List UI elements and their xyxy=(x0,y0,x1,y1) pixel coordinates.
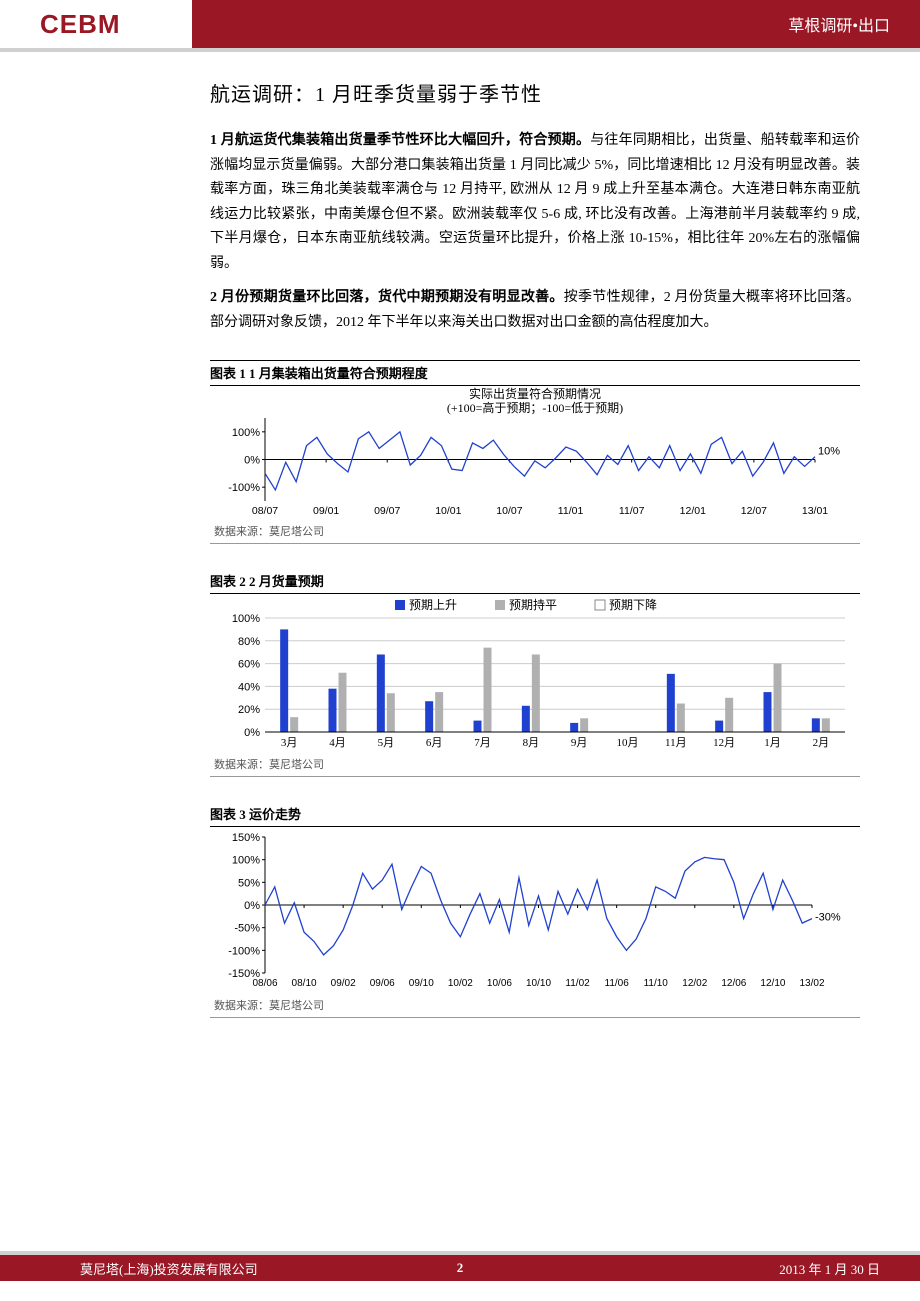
chart3-title-wrap: 图表 3 运价走势 xyxy=(210,802,860,827)
top-bar: CEBM 草根调研•出口 xyxy=(0,0,920,48)
chart3-source: 数据来源：莫尼塔公司 xyxy=(210,995,860,1013)
footer: 莫尼塔(上海)投资发展有限公司 2 2013 年 1 月 30 日 xyxy=(0,1255,920,1281)
footer-left: 莫尼塔(上海)投资发展有限公司 xyxy=(80,1259,258,1278)
logo-box: CEBM xyxy=(0,0,198,48)
paragraph: 1 月航运货代集装箱出货量季节性环比大幅回升，符合预期。与往年同期相比，出货量、… xyxy=(210,129,860,276)
page-title: 航运调研：1 月旺季货量弱于季节性 xyxy=(210,78,860,107)
chart3-title: 图表 3 运价走势 xyxy=(210,807,301,822)
chart1-canvas xyxy=(210,386,860,521)
chart1-source: 数据来源：莫尼塔公司 xyxy=(210,521,860,539)
chart2-title-wrap: 图表 2 2 月货量预期 xyxy=(210,569,860,594)
paragraph: 2 月份预期货量环比回落，货代中期预期没有明显改善。按季节性规律，2 月份货量大… xyxy=(210,286,860,335)
footer-page: 2 xyxy=(457,1260,464,1276)
chart2-box: 数据来源：莫尼塔公司 xyxy=(210,594,860,777)
content: 航运调研：1 月旺季货量弱于季节性 1 月航运货代集装箱出货量季节性环比大幅回升… xyxy=(0,48,920,1018)
gray-underline xyxy=(0,48,920,52)
chart1-title: 图表 1 1 月集装箱出货量符合预期程度 xyxy=(210,366,428,381)
chart2-canvas xyxy=(210,594,860,754)
chart1-title-wrap: 图表 1 1 月集装箱出货量符合预期程度 xyxy=(210,360,860,386)
chart3-canvas xyxy=(210,827,860,995)
top-label: 草根调研•出口 xyxy=(788,12,890,36)
chart2-source: 数据来源：莫尼塔公司 xyxy=(210,754,860,772)
chart2-title: 图表 2 2 月货量预期 xyxy=(210,574,324,589)
red-strip: 草根调研•出口 xyxy=(198,0,920,48)
chart1-box: 数据来源：莫尼塔公司 xyxy=(210,386,860,544)
footer-right: 2013 年 1 月 30 日 xyxy=(779,1259,880,1278)
logo: CEBM xyxy=(40,9,121,40)
chart3-box: 数据来源：莫尼塔公司 xyxy=(210,827,860,1018)
